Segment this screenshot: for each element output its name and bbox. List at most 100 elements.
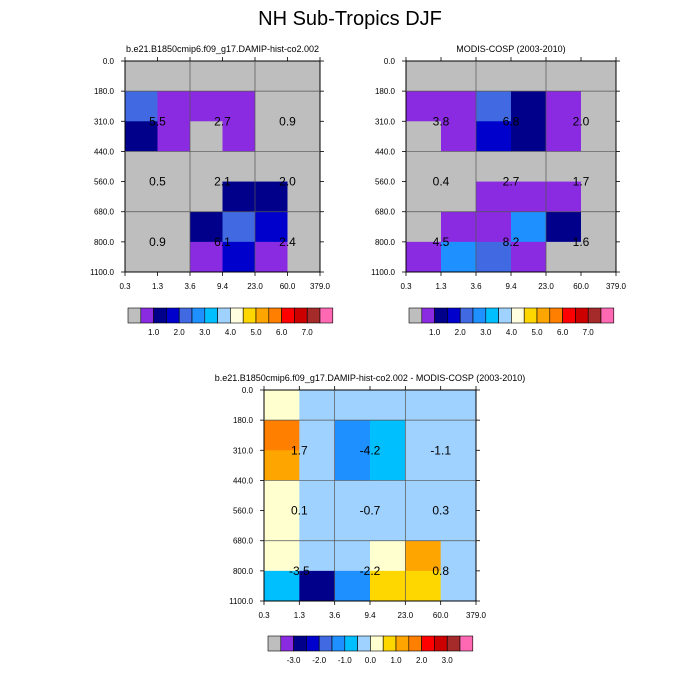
colorbar-swatch bbox=[459, 635, 474, 652]
x-tick-label: 23.0 bbox=[398, 611, 414, 620]
heatmap-cell bbox=[405, 450, 442, 481]
heatmap-cell bbox=[441, 91, 477, 122]
heatmap-cell bbox=[287, 181, 321, 213]
x-tick-label: 60.0 bbox=[573, 282, 589, 291]
colorbar-label: 5.0 bbox=[250, 328, 262, 337]
heatmap-cell bbox=[440, 540, 477, 572]
heatmap-cell bbox=[546, 61, 582, 92]
heatmap-cell bbox=[370, 540, 406, 572]
heatmap-cell bbox=[125, 181, 158, 213]
y-tick-label: 0.0 bbox=[384, 57, 396, 66]
cell-value-label: 6.8 bbox=[503, 114, 520, 128]
y-tick-label: 680.0 bbox=[375, 208, 396, 217]
cell-value-label: 0.9 bbox=[279, 114, 296, 128]
heatmap-cell bbox=[334, 420, 371, 451]
heatmap-cell bbox=[406, 241, 442, 273]
heatmap-cell bbox=[264, 420, 300, 451]
heatmap-cell bbox=[157, 91, 191, 122]
heatmap-cell bbox=[222, 151, 256, 182]
colorbar-swatch bbox=[549, 307, 563, 324]
y-tick-label: 310.0 bbox=[375, 117, 396, 126]
colorbar-swatch bbox=[485, 307, 499, 324]
cell-value-label: 0.5 bbox=[149, 175, 166, 189]
heatmap-cell bbox=[255, 181, 288, 213]
colorbar-swatch bbox=[140, 307, 154, 324]
colorbar-swatch bbox=[587, 307, 602, 324]
cell-value-label: 3.8 bbox=[433, 114, 450, 128]
cell-value-label: 8.2 bbox=[503, 235, 520, 249]
heatmap-cell bbox=[255, 61, 288, 92]
heatmap-cell bbox=[190, 211, 223, 243]
x-tick-label: 9.4 bbox=[364, 611, 376, 620]
heatmap-cell bbox=[546, 181, 582, 213]
heatmap-cell bbox=[125, 61, 158, 92]
heatmap-cell bbox=[264, 450, 300, 481]
heatmap-cell bbox=[264, 570, 300, 602]
colorbar-swatch bbox=[217, 307, 231, 324]
colorbar-swatch bbox=[318, 635, 333, 652]
cell-value-label: 2.7 bbox=[214, 114, 231, 128]
heatmap-cell bbox=[581, 211, 617, 243]
x-tick-label: 60.0 bbox=[280, 282, 296, 291]
cell-value-label: 6.1 bbox=[214, 235, 231, 249]
colorbar-label: 2.0 bbox=[174, 328, 186, 337]
cell-value-label: 4.5 bbox=[433, 235, 450, 249]
colorbar-swatch bbox=[191, 307, 206, 324]
heatmap-cell bbox=[334, 390, 371, 421]
x-tick-label: 9.4 bbox=[505, 282, 517, 291]
heatmap-cell bbox=[190, 121, 223, 152]
colorbar-label: 6.0 bbox=[557, 328, 569, 337]
colorbar-swatch bbox=[498, 307, 512, 324]
colorbar-label: 3.0 bbox=[442, 656, 454, 665]
heatmap-cell bbox=[370, 510, 406, 542]
colorbar-swatch bbox=[447, 307, 461, 324]
heatmap-cell bbox=[334, 540, 371, 572]
colorbar-swatch bbox=[267, 635, 282, 652]
heatmap-cell bbox=[157, 121, 191, 152]
cell-value-label: 2.1 bbox=[214, 175, 231, 189]
colorbar-label: 6.0 bbox=[276, 328, 288, 337]
y-tick-label: 440.0 bbox=[375, 147, 396, 156]
heatmap-cell bbox=[287, 241, 321, 273]
colorbar-swatch bbox=[600, 307, 615, 324]
heatmap-cell bbox=[157, 61, 191, 92]
colorbar-swatch bbox=[319, 307, 334, 324]
colorbar-label: -2.0 bbox=[312, 656, 326, 665]
y-tick-label: 800.0 bbox=[94, 238, 115, 247]
cell-value-label: 0.8 bbox=[432, 564, 449, 578]
heatmap-cell bbox=[546, 211, 582, 243]
heatmap-cell bbox=[406, 121, 442, 152]
cell-value-label: 5.5 bbox=[149, 114, 166, 128]
y-tick-label: 1100.0 bbox=[371, 268, 395, 277]
heatmap-cell bbox=[546, 151, 582, 182]
colorbar-label: 3.0 bbox=[480, 328, 492, 337]
cell-value-label: 2.7 bbox=[503, 175, 520, 189]
heatmap-cell bbox=[125, 241, 158, 273]
y-tick-label: 800.0 bbox=[233, 567, 254, 576]
heatmap-cell bbox=[581, 91, 617, 122]
x-tick-label: 0.3 bbox=[400, 282, 412, 291]
colorbar-swatch bbox=[306, 307, 321, 324]
colorbar-swatch bbox=[446, 635, 461, 652]
colorbar-swatch bbox=[523, 307, 538, 324]
heatmap-cell bbox=[476, 151, 512, 182]
heatmap-cell bbox=[190, 61, 223, 92]
heatmap-cell bbox=[440, 450, 477, 481]
heatmap-cell bbox=[287, 121, 321, 152]
heatmap-cell bbox=[440, 420, 477, 451]
heatmap-cell bbox=[222, 121, 256, 152]
heatmap-cell bbox=[222, 91, 256, 122]
heatmap-cell bbox=[125, 211, 158, 243]
y-tick-label: 680.0 bbox=[233, 537, 254, 546]
heatmap-cell bbox=[299, 420, 336, 451]
heatmap-cell bbox=[287, 61, 321, 92]
y-tick-label: 680.0 bbox=[94, 208, 115, 217]
y-tick-label: 560.0 bbox=[233, 507, 254, 516]
colorbar-swatch bbox=[382, 635, 397, 652]
heatmap-cell bbox=[405, 570, 442, 602]
heatmap-cell bbox=[476, 181, 512, 213]
colorbar-swatch bbox=[408, 635, 422, 652]
heatmap-cell bbox=[511, 211, 547, 243]
heatmap-cell bbox=[334, 480, 371, 511]
colorbar-swatch bbox=[268, 307, 282, 324]
